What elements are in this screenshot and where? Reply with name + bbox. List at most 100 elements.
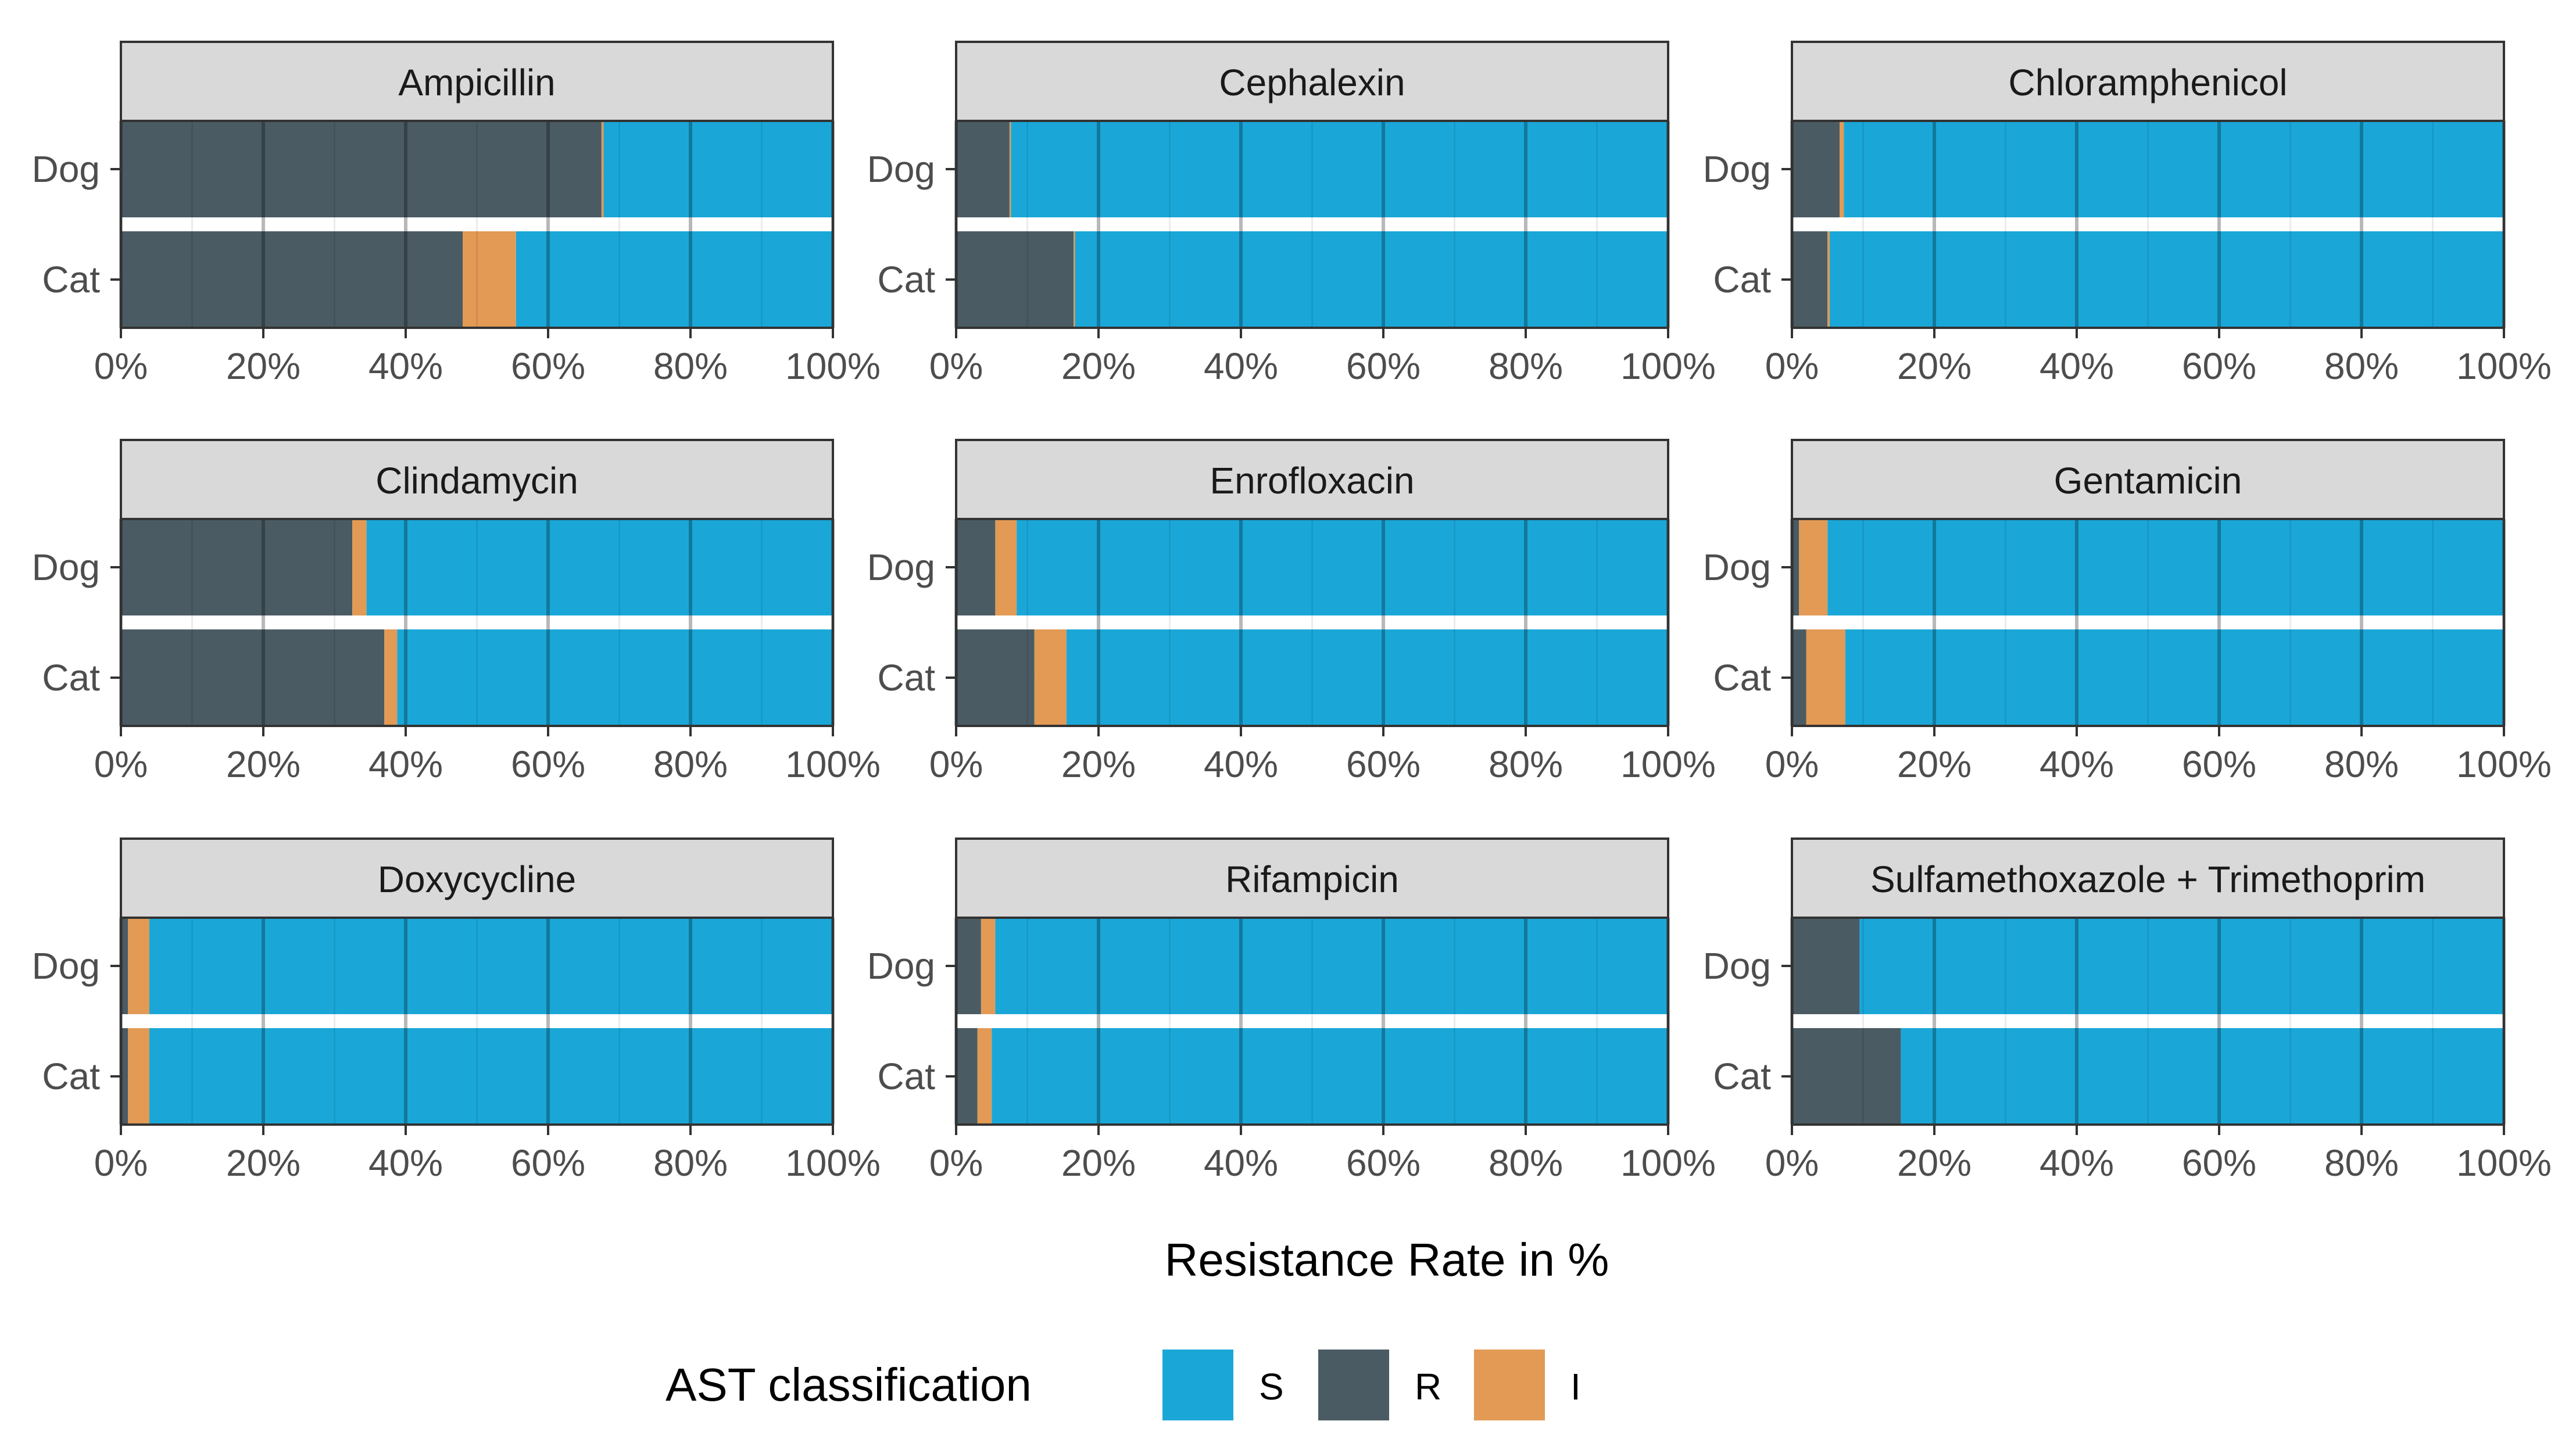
bar-doxycycline-cat-i [128, 1028, 149, 1125]
bar-doxycycline-dog-s [149, 918, 833, 1014]
x-tick-label: 0% [94, 1142, 148, 1184]
bar-enrofloxacin-cat-r [956, 629, 1035, 726]
bar-chloramphenicol-cat-s [1829, 231, 2504, 328]
facet-strip [120, 439, 834, 520]
panel-border [1791, 120, 2505, 329]
bar-clindamycin-cat-s [397, 629, 833, 726]
legend: AST classification S R I [666, 1350, 1581, 1420]
legend-entry-r: R [1318, 1350, 1441, 1420]
facet-title: Clindamycin [375, 460, 578, 502]
x-tick-label: 20% [226, 345, 300, 387]
bar-clindamycin-cat-r [121, 629, 385, 726]
legend-key-i [1474, 1350, 1545, 1420]
bar-rifampicin-dog-r [956, 918, 981, 1014]
panel-border [120, 917, 834, 1126]
bar-gentamicin-dog-i [1799, 519, 1828, 615]
bar-doxycycline-cat-r [121, 1028, 128, 1125]
panel-border [1791, 518, 2505, 727]
bar-rifampicin-cat-r [956, 1028, 978, 1125]
y-tick-label: Dog [32, 546, 100, 588]
x-tick-label: 80% [1489, 1142, 1563, 1184]
x-tick-label: 0% [1765, 1142, 1819, 1184]
legend-label-s: S [1259, 1366, 1284, 1408]
bar-chloramphenicol-dog-s [1844, 121, 2504, 217]
panel-clindamycin: Clindamycin Dog Cat 0% 20% 40% 60% 80% 100% [32, 439, 881, 785]
x-tick-label: 60% [1346, 1142, 1421, 1184]
x-tick-label: 20% [1897, 345, 1972, 387]
x-tick-label: 100% [1620, 1142, 1716, 1184]
facet-strip [1791, 837, 2505, 919]
bar-chloramphenicol-dog-r [1792, 121, 1840, 217]
bar-cephalexin-dog-r [956, 121, 1010, 217]
x-tick-label: 60% [1346, 743, 1421, 785]
x-tick-label: 80% [2324, 743, 2399, 785]
bar-ampicillin-dog-i [601, 121, 604, 217]
bar-enrofloxacin-dog-r [956, 519, 996, 615]
legend-label-r: R [1415, 1366, 1441, 1408]
bar-ampicillin-cat-r [121, 231, 463, 328]
bar-sulfamethoxazole-trimethoprim-cat-r [1792, 1028, 1901, 1125]
x-tick-label: 40% [368, 743, 443, 785]
y-tick-label: Dog [32, 945, 100, 987]
y-tick-label: Cat [1713, 657, 1771, 699]
bar-sulfamethoxazole-trimethoprim-dog-s [1859, 918, 2504, 1014]
y-tick-label: Dog [867, 546, 935, 588]
facet-title: Rifampicin [1225, 858, 1399, 900]
y-tick-label: Cat [877, 657, 935, 699]
bar-enrofloxacin-cat-i [1034, 629, 1067, 726]
bar-ampicillin-cat-i [463, 231, 516, 328]
bar-ampicillin-cat-s [516, 231, 833, 328]
facet-strip [1791, 439, 2505, 520]
x-tick-label: 40% [1204, 743, 1278, 785]
facet-strip [955, 837, 1669, 919]
bar-ampicillin-dog-s [603, 121, 833, 217]
x-tick-label: 60% [511, 1142, 585, 1184]
bar-gentamicin-cat-i [1806, 629, 1845, 726]
x-tick-label: 40% [2040, 345, 2114, 387]
x-tick-label: 80% [1489, 743, 1563, 785]
x-tick-label: 40% [1204, 345, 1278, 387]
panel-ampicillin: Ampicillin Dog Cat 0% 20% 40% 60% 80% 100% [32, 41, 881, 387]
facet-title: Gentamicin [2054, 460, 2242, 502]
x-tick-label: 60% [2182, 743, 2256, 785]
y-tick-label: Dog [1703, 148, 1771, 190]
bar-cephalexin-dog-i [1009, 121, 1011, 217]
bar-rifampicin-cat-i [977, 1028, 992, 1125]
x-tick-label: 20% [1897, 1142, 1972, 1184]
y-tick-label: Cat [42, 259, 100, 300]
y-tick-label: Dog [1703, 546, 1771, 588]
x-tick-label: 80% [653, 345, 728, 387]
y-tick-label: Cat [877, 259, 935, 300]
x-tick-label: 0% [94, 345, 148, 387]
x-tick-label: 100% [2456, 345, 2552, 387]
x-tick-label: 0% [94, 743, 148, 785]
bar-cephalexin-cat-s [1075, 231, 1668, 328]
x-tick-label: 0% [929, 345, 983, 387]
bar-gentamicin-cat-s [1845, 629, 2504, 726]
y-tick-label: Dog [867, 148, 935, 190]
facet-title: Sulfamethoxazole + Trimethoprim [1870, 858, 2425, 900]
x-tick-label: 20% [1897, 743, 1972, 785]
bar-sulfamethoxazole-trimethoprim-cat-s [1901, 1028, 2504, 1125]
y-tick-label: Cat [1713, 1055, 1771, 1097]
facet-title: Chloramphenicol [2008, 62, 2287, 103]
panel-enrofloxacin: Enrofloxacin Dog Cat 0% 20% 40% 60% 80% 100% [867, 439, 1716, 785]
bar-cephalexin-dog-s [1011, 121, 1668, 217]
panel-border [955, 917, 1669, 1126]
x-tick-label: 80% [2324, 1142, 2399, 1184]
bar-rifampicin-cat-s [992, 1028, 1668, 1125]
x-tick-label: 20% [1061, 1142, 1136, 1184]
bar-sulfamethoxazole-trimethoprim-dog-r [1792, 918, 1860, 1014]
bar-rifampicin-dog-s [995, 918, 1668, 1014]
x-tick-label: 80% [1489, 345, 1563, 387]
x-tick-label: 60% [2182, 345, 2256, 387]
panel-sulfamethoxazole-trimethoprim: Sulfamethoxazole + Trimethoprim Dog Cat 0% 2… [1703, 837, 2552, 1184]
x-tick-label: 0% [1765, 345, 1819, 387]
x-tick-label: 60% [511, 743, 585, 785]
x-tick-label: 60% [2182, 1142, 2256, 1184]
panel-cephalexin: Cephalexin Dog Cat 0% 20% 40% 60% 80% 100% [867, 41, 1716, 387]
x-tick-label: 100% [1620, 345, 1716, 387]
bar-cephalexin-cat-i [1074, 231, 1075, 328]
bar-gentamicin-dog-r [1792, 519, 1799, 615]
x-tick-label: 20% [226, 1142, 300, 1184]
